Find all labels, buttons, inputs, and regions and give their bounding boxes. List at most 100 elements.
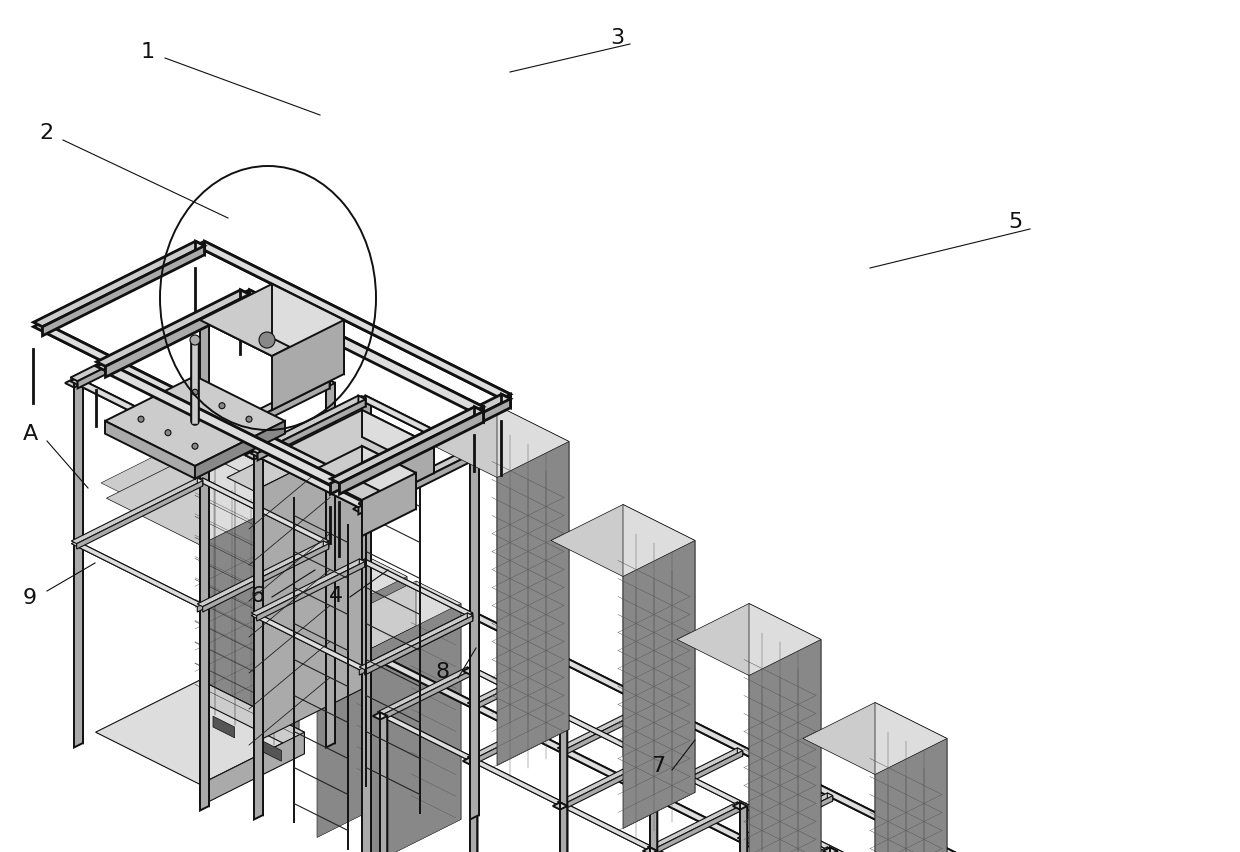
Polygon shape bbox=[362, 509, 371, 852]
Polygon shape bbox=[353, 396, 371, 406]
Polygon shape bbox=[246, 451, 263, 459]
Polygon shape bbox=[647, 802, 743, 849]
Polygon shape bbox=[105, 376, 285, 466]
Polygon shape bbox=[360, 559, 472, 616]
Polygon shape bbox=[196, 377, 330, 444]
Polygon shape bbox=[317, 577, 407, 838]
Polygon shape bbox=[740, 803, 748, 852]
Polygon shape bbox=[250, 395, 366, 453]
Polygon shape bbox=[252, 559, 365, 616]
Polygon shape bbox=[563, 705, 652, 756]
Polygon shape bbox=[202, 478, 329, 546]
Polygon shape bbox=[360, 667, 365, 675]
Polygon shape bbox=[95, 680, 304, 785]
Polygon shape bbox=[196, 440, 203, 452]
Polygon shape bbox=[470, 667, 477, 852]
Polygon shape bbox=[466, 612, 1085, 852]
Polygon shape bbox=[308, 446, 415, 500]
Polygon shape bbox=[642, 848, 657, 852]
Polygon shape bbox=[203, 381, 330, 452]
Polygon shape bbox=[362, 446, 434, 509]
Polygon shape bbox=[197, 478, 329, 544]
Circle shape bbox=[246, 416, 252, 423]
Polygon shape bbox=[196, 241, 511, 399]
Polygon shape bbox=[560, 803, 567, 852]
Polygon shape bbox=[743, 849, 833, 852]
Polygon shape bbox=[470, 761, 477, 852]
Polygon shape bbox=[200, 452, 294, 732]
Polygon shape bbox=[71, 314, 203, 381]
Polygon shape bbox=[200, 483, 299, 785]
Polygon shape bbox=[749, 603, 821, 852]
Polygon shape bbox=[362, 446, 415, 509]
Polygon shape bbox=[475, 407, 484, 422]
Polygon shape bbox=[213, 717, 234, 738]
Circle shape bbox=[138, 416, 144, 423]
Polygon shape bbox=[200, 315, 210, 680]
Polygon shape bbox=[622, 540, 694, 828]
Polygon shape bbox=[335, 423, 362, 689]
Polygon shape bbox=[105, 294, 249, 377]
Polygon shape bbox=[322, 377, 330, 389]
Polygon shape bbox=[105, 421, 195, 479]
Text: 8: 8 bbox=[436, 662, 450, 682]
Polygon shape bbox=[358, 395, 366, 406]
Polygon shape bbox=[107, 452, 294, 545]
Text: A: A bbox=[22, 424, 37, 444]
Polygon shape bbox=[42, 322, 348, 484]
Polygon shape bbox=[362, 473, 415, 536]
Polygon shape bbox=[366, 395, 474, 457]
Polygon shape bbox=[501, 394, 511, 408]
Polygon shape bbox=[200, 434, 299, 735]
Polygon shape bbox=[340, 394, 511, 480]
Polygon shape bbox=[71, 377, 203, 444]
Polygon shape bbox=[97, 362, 340, 483]
Polygon shape bbox=[415, 581, 461, 820]
Polygon shape bbox=[254, 451, 263, 815]
Polygon shape bbox=[557, 712, 563, 720]
Polygon shape bbox=[383, 712, 994, 852]
Polygon shape bbox=[467, 613, 472, 621]
Polygon shape bbox=[331, 479, 340, 494]
Polygon shape bbox=[804, 703, 947, 774]
Polygon shape bbox=[196, 314, 203, 325]
Polygon shape bbox=[358, 395, 474, 453]
Polygon shape bbox=[738, 847, 833, 852]
Polygon shape bbox=[652, 804, 743, 852]
Text: 4: 4 bbox=[329, 586, 343, 606]
Polygon shape bbox=[227, 423, 362, 491]
Polygon shape bbox=[358, 450, 474, 507]
Polygon shape bbox=[200, 284, 343, 356]
Polygon shape bbox=[647, 748, 743, 796]
Polygon shape bbox=[497, 441, 569, 765]
Polygon shape bbox=[677, 603, 821, 676]
Polygon shape bbox=[340, 412, 484, 494]
Polygon shape bbox=[622, 504, 694, 792]
Polygon shape bbox=[827, 793, 833, 801]
Polygon shape bbox=[191, 441, 210, 451]
Text: 6: 6 bbox=[250, 586, 265, 606]
Polygon shape bbox=[72, 541, 202, 607]
Polygon shape bbox=[383, 657, 996, 852]
Polygon shape bbox=[738, 748, 743, 756]
Polygon shape bbox=[360, 613, 472, 670]
Polygon shape bbox=[362, 401, 371, 765]
Polygon shape bbox=[377, 712, 994, 852]
Polygon shape bbox=[466, 450, 474, 460]
Polygon shape bbox=[197, 541, 329, 607]
Polygon shape bbox=[383, 616, 472, 666]
Polygon shape bbox=[470, 757, 477, 852]
Polygon shape bbox=[200, 446, 210, 810]
Circle shape bbox=[165, 429, 171, 435]
Polygon shape bbox=[472, 660, 563, 711]
Polygon shape bbox=[196, 314, 330, 381]
Polygon shape bbox=[830, 851, 837, 852]
Polygon shape bbox=[650, 851, 657, 852]
Polygon shape bbox=[252, 613, 365, 670]
Polygon shape bbox=[827, 847, 833, 852]
Polygon shape bbox=[250, 450, 366, 507]
Polygon shape bbox=[557, 703, 652, 751]
Polygon shape bbox=[553, 803, 567, 809]
Polygon shape bbox=[100, 434, 299, 532]
Polygon shape bbox=[875, 703, 947, 852]
